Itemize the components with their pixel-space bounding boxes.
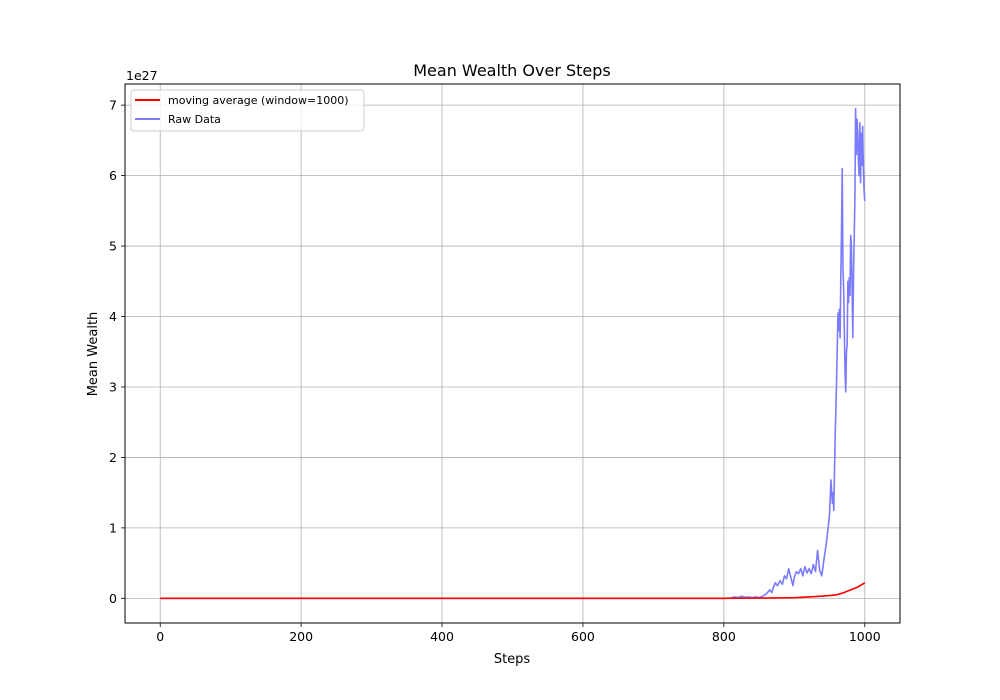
- x-tick-label: 600: [571, 629, 595, 644]
- grid: [125, 84, 900, 623]
- y-axis-title: Mean Wealth: [86, 312, 101, 397]
- y-tick-label: 3: [109, 379, 117, 394]
- y-tick-label: 4: [109, 309, 117, 324]
- x-tick-label: 0: [156, 629, 164, 644]
- x-tick-label: 1000: [849, 629, 881, 644]
- legend-label-moving-average: moving average (window=1000): [168, 94, 349, 107]
- legend-label-raw-data: Raw Data: [168, 113, 221, 126]
- y-tick-label: 0: [109, 591, 117, 606]
- y-tick-label: 7: [109, 98, 117, 113]
- legend: moving average (window=1000) Raw Data: [130, 89, 365, 132]
- chart-title: Mean Wealth Over Steps: [413, 61, 611, 80]
- x-tick-label: 800: [712, 629, 736, 644]
- x-axis-title: Steps: [494, 652, 531, 667]
- y-tick-label: 6: [109, 168, 117, 183]
- plot-frame: [124, 83, 901, 624]
- series-line-moving-average: [160, 582, 866, 600]
- x-tick-label: 200: [289, 629, 313, 644]
- x-tick-label: 400: [430, 629, 454, 644]
- series-line-raw-data: [160, 107, 866, 600]
- y-tick-label: 1: [109, 520, 117, 535]
- y-tick-label: 2: [109, 450, 117, 465]
- y-tick-label: 5: [109, 239, 117, 254]
- legend-box: [130, 89, 365, 132]
- y-axis-offset-text: 1e27: [126, 68, 158, 83]
- axis-ticks: 0 200 400 600 800 1000 0 1 2 3 4 5 6 7: [109, 98, 881, 644]
- series-lines: [160, 107, 866, 600]
